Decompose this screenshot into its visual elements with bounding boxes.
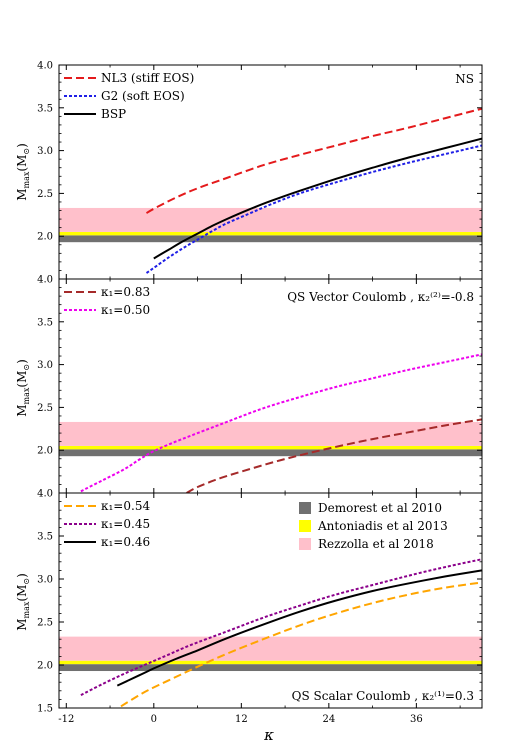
legend-label-top-0: NL3 (stiff EOS): [101, 71, 194, 85]
legend-label-bottom-2: κ₁=0.46: [101, 535, 150, 549]
xtick-label-3: 24: [322, 714, 335, 725]
svg-text:Mmax(M⊙): Mmax(M⊙): [15, 573, 31, 631]
ytick-label-middle-3: 2.5: [37, 403, 53, 414]
series-middle: [80, 353, 482, 493]
band-legend-swatch-2: [299, 538, 311, 550]
xtick-label-0: -12: [58, 714, 74, 725]
legend-label-top-1: G2 (soft EOS): [101, 89, 185, 103]
ytick-label-middle-1: 3.5: [37, 317, 53, 328]
ylabel-middle: Mmax(M⊙): [15, 359, 31, 417]
band-bottom-1: [59, 660, 482, 665]
ylabel-bottom: Mmax(M⊙): [15, 573, 31, 631]
series-line-top-0: [145, 107, 482, 214]
svg-text:Mmax(M⊙): Mmax(M⊙): [15, 359, 31, 417]
ytick-label-bottom-5: 1.5: [37, 704, 53, 715]
ytick-label-bottom-3: 2.5: [37, 618, 53, 629]
band-legend-swatch-1: [299, 520, 311, 532]
series-line-middle-0: [186, 418, 482, 493]
series-top: [145, 107, 482, 274]
xtick-label-2: 12: [235, 714, 248, 725]
ytick-label-middle-2: 3.0: [37, 360, 53, 371]
legend-label-middle-1: κ₁=0.50: [101, 303, 150, 317]
band-middle-0: [59, 449, 482, 457]
series-line-bottom-0: [120, 581, 482, 708]
series-line-middle-1: [80, 353, 482, 493]
legend-label-top-2: BSP: [101, 107, 126, 121]
legend-label-bottom-1: κ₁=0.45: [101, 517, 150, 531]
ytick-label-top-4: 2.0: [37, 232, 53, 243]
bands-top: [59, 207, 482, 243]
xtick-label-4: 36: [410, 714, 423, 725]
legend-middle: κ₁=0.83 κ₁=0.50: [64, 285, 150, 317]
ytick-label-bottom-1: 3.5: [37, 532, 53, 543]
band-middle-2: [59, 421, 482, 446]
xtick-label-1: 0: [151, 714, 157, 725]
legend-bottom: κ₁=0.54 κ₁=0.45 κ₁=0.46: [64, 499, 150, 549]
bands-bottom: [59, 636, 482, 672]
ytick-label-middle-4: 2.0: [37, 446, 53, 457]
ytick-label-top-0: 4.0: [37, 61, 53, 72]
series-line-bottom-1: [80, 558, 482, 696]
band-legend-label-2: Rezzolla et al 2018: [318, 537, 434, 551]
yticks-top: 4.0 3.5 3.0 2.5 2.0: [37, 61, 482, 271]
annotation-middle: QS Vector Coulomb , κ₂⁽²⁾=-0.8: [287, 290, 474, 304]
panel-middle: 4.0 3.5 3.0 2.5 2.0 κ₁=0.83 κ₁=0.50 QS Vector C…: [37, 275, 482, 493]
x-axis-title: κ: [263, 726, 274, 744]
ytick-label-top-3: 2.5: [37, 189, 53, 200]
band-bottom-2: [59, 636, 482, 661]
ytick-label-bottom-0: 4.0: [37, 489, 53, 500]
annotation-top: NS: [455, 72, 474, 86]
series-bottom: [80, 558, 482, 708]
xticks-top: [65, 65, 461, 279]
series-line-bottom-2: [116, 569, 482, 687]
band-top-1: [59, 231, 482, 236]
ytick-label-middle-0: 4.0: [37, 275, 53, 286]
band-bottom-0: [59, 664, 482, 672]
ytick-label-bottom-2: 3.0: [37, 575, 53, 586]
ylabel-top: Mmax(M⊙): [15, 143, 31, 201]
band-top-2: [59, 207, 482, 232]
svg-text:Mmax(M⊙): Mmax(M⊙): [15, 143, 31, 201]
band-legend-label-1: Antoniadis et al 2013: [317, 519, 448, 533]
ytick-label-top-1: 3.5: [37, 103, 53, 114]
legend-label-middle-0: κ₁=0.83: [101, 285, 150, 299]
ytick-label-top-2: 3.0: [37, 146, 53, 157]
panel-top: 4.0 3.5 3.0 2.5 2.0 NL3 (stiff EOS) G2 (soft E…: [37, 61, 482, 279]
series-line-top-1: [145, 144, 482, 274]
legend-top: NL3 (stiff EOS) G2 (soft EOS) BSP: [64, 71, 194, 121]
legend-label-bottom-0: κ₁=0.54: [101, 499, 150, 513]
series-line-top-2: [153, 137, 482, 260]
ytick-label-bottom-4: 2.0: [37, 661, 53, 672]
panel-bottom: 4.03.53.02.52.01.5-12 0 12 24 36κ₁=0.54κ₁=0.…: [37, 489, 482, 725]
band-middle-1: [59, 445, 482, 450]
annotation-bottom: QS Scalar Coulomb , κ₂⁽¹⁾=0.3: [292, 689, 474, 703]
band-top-0: [59, 235, 482, 243]
panel-frame-bottom: [58, 492, 483, 709]
bands-middle: [59, 421, 482, 457]
band-legend-label-0: Demorest et al 2010: [318, 501, 442, 515]
band-legend-swatch-0: [299, 502, 311, 514]
